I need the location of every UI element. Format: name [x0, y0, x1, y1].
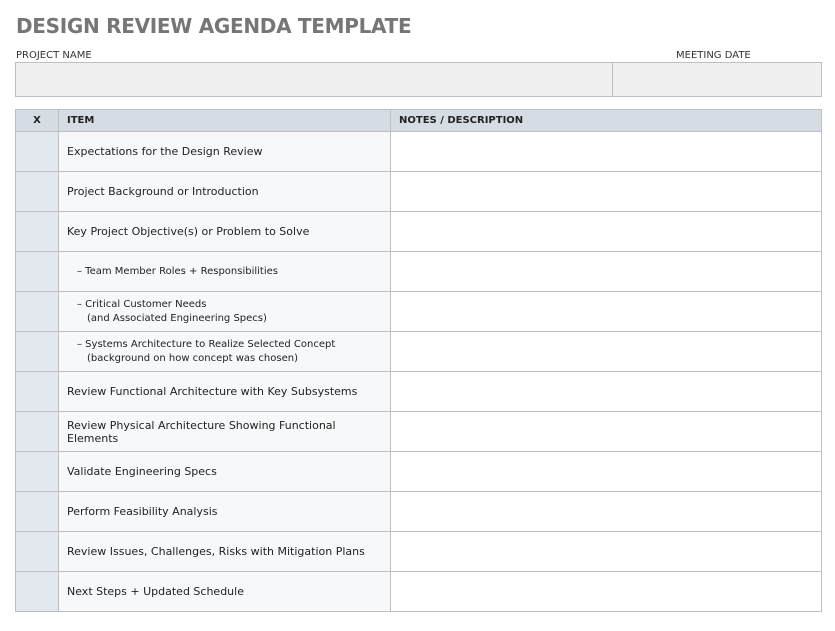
- notes-cell[interactable]: [390, 171, 822, 212]
- item-text: Review Functional Architecture with Key …: [67, 385, 358, 398]
- meeting-date-field[interactable]: [612, 62, 822, 97]
- table-row: Validate Engineering Specs: [15, 451, 822, 492]
- item-cell[interactable]: Review Functional Architecture with Key …: [58, 371, 391, 412]
- check-cell[interactable]: [15, 171, 59, 212]
- check-cell[interactable]: [15, 451, 59, 492]
- check-cell[interactable]: [15, 371, 59, 412]
- item-cell[interactable]: Project Background or Introduction: [58, 171, 391, 212]
- notes-cell[interactable]: [390, 451, 822, 492]
- table-row: Review Physical Architecture Showing Fun…: [15, 411, 822, 452]
- notes-cell[interactable]: [390, 411, 822, 452]
- notes-cell[interactable]: [390, 291, 822, 332]
- notes-cell[interactable]: [390, 531, 822, 572]
- check-cell[interactable]: [15, 251, 59, 292]
- item-cell[interactable]: Next Steps + Updated Schedule: [58, 571, 391, 612]
- table-row: Key Project Objective(s) or Problem to S…: [15, 211, 822, 252]
- item-text: Perform Feasibility Analysis: [67, 505, 218, 518]
- item-subtext: (background on how concept was chosen): [87, 352, 298, 364]
- item-text: Project Background or Introduction: [67, 185, 259, 198]
- item-cell[interactable]: Validate Engineering Specs: [58, 451, 391, 492]
- notes-cell[interactable]: [390, 211, 822, 252]
- header-x: X: [15, 109, 59, 132]
- table-row: Perform Feasibility Analysis: [15, 491, 822, 532]
- item-cell[interactable]: – Systems Architecture to Realize Select…: [58, 331, 391, 372]
- item-cell[interactable]: – Team Member Roles + Responsibilities: [58, 251, 391, 292]
- check-cell[interactable]: [15, 491, 59, 532]
- notes-cell[interactable]: [390, 131, 822, 172]
- header-notes: NOTES / DESCRIPTION: [390, 109, 822, 132]
- table-row: Next Steps + Updated Schedule: [15, 571, 822, 612]
- item-cell[interactable]: Key Project Objective(s) or Problem to S…: [58, 211, 391, 252]
- page-title: DESIGN REVIEW AGENDA TEMPLATE: [16, 14, 412, 38]
- item-subtext: (and Associated Engineering Specs): [87, 312, 267, 324]
- table-header: X ITEM NOTES / DESCRIPTION: [15, 109, 822, 132]
- check-cell[interactable]: [15, 331, 59, 372]
- project-name-field[interactable]: [15, 62, 613, 97]
- item-cell[interactable]: Review Issues, Challenges, Risks with Mi…: [58, 531, 391, 572]
- item-text: Expectations for the Design Review: [67, 145, 263, 158]
- table-row: – Critical Customer Needs (and Associated…: [15, 291, 822, 332]
- item-cell[interactable]: Expectations for the Design Review: [58, 131, 391, 172]
- header-item: ITEM: [58, 109, 391, 132]
- table-row: Expectations for the Design Review: [15, 131, 822, 172]
- notes-cell[interactable]: [390, 371, 822, 412]
- item-cell[interactable]: Review Physical Architecture Showing Fun…: [58, 411, 391, 452]
- notes-cell[interactable]: [390, 571, 822, 612]
- table-row: Review Functional Architecture with Key …: [15, 371, 822, 412]
- item-cell[interactable]: Perform Feasibility Analysis: [58, 491, 391, 532]
- check-cell[interactable]: [15, 411, 59, 452]
- check-cell[interactable]: [15, 291, 59, 332]
- item-text: Key Project Objective(s) or Problem to S…: [67, 225, 310, 238]
- notes-cell[interactable]: [390, 331, 822, 372]
- check-cell[interactable]: [15, 131, 59, 172]
- table-row: – Team Member Roles + Responsibilities: [15, 251, 822, 292]
- check-cell[interactable]: [15, 531, 59, 572]
- item-text: Review Physical Architecture Showing Fun…: [67, 418, 336, 445]
- meeting-date-label: MEETING DATE: [676, 50, 751, 61]
- item-text: Review Issues, Challenges, Risks with Mi…: [67, 545, 365, 558]
- table-row: Review Issues, Challenges, Risks with Mi…: [15, 531, 822, 572]
- agenda-table: X ITEM NOTES / DESCRIPTION Expectations …: [15, 109, 822, 612]
- table-row: Project Background or Introduction: [15, 171, 822, 212]
- notes-cell[interactable]: [390, 491, 822, 532]
- item-text: Next Steps + Updated Schedule: [67, 585, 244, 598]
- item-cell[interactable]: – Critical Customer Needs (and Associated…: [58, 291, 391, 332]
- project-name-label: PROJECT NAME: [16, 50, 92, 61]
- item-text: – Systems Architecture to Realize Select…: [77, 338, 336, 350]
- item-text: – Critical Customer Needs: [77, 298, 207, 310]
- check-cell[interactable]: [15, 571, 59, 612]
- item-text: Validate Engineering Specs: [67, 465, 217, 478]
- table-row: – Systems Architecture to Realize Select…: [15, 331, 822, 372]
- notes-cell[interactable]: [390, 251, 822, 292]
- item-text: – Team Member Roles + Responsibilities: [77, 265, 278, 277]
- check-cell[interactable]: [15, 211, 59, 252]
